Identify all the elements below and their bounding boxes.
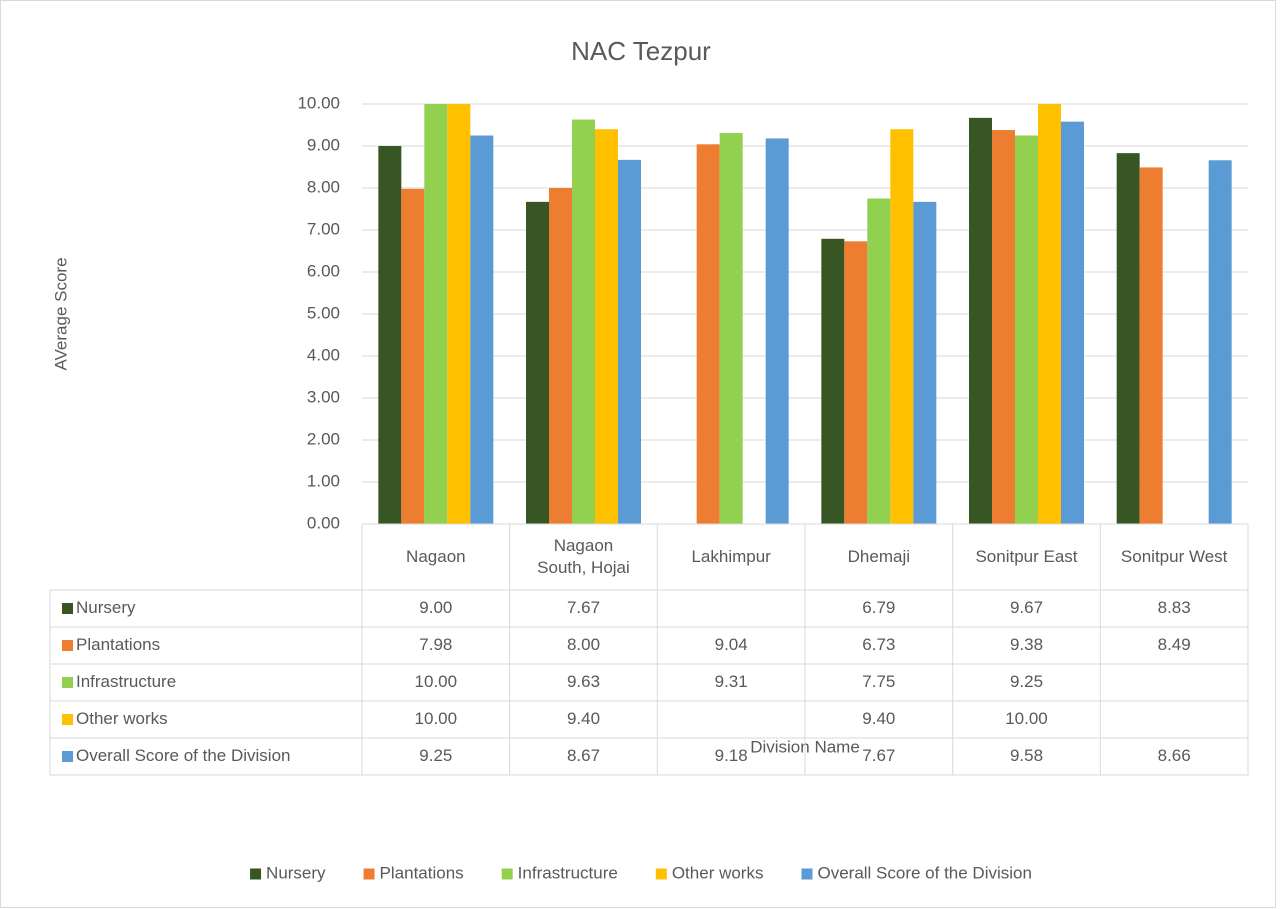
y-tick-label: 2.00: [307, 429, 340, 448]
data-label: 8.67: [567, 746, 600, 765]
x-tick-label: Lakhimpur: [691, 547, 771, 566]
data-label: 9.67: [1010, 598, 1043, 617]
legend-key: [62, 640, 73, 651]
y-tick-label: 5.00: [307, 303, 340, 322]
bar: [1139, 167, 1163, 525]
table-row-label: Plantations: [76, 635, 160, 654]
y-tick-label: 4.00: [307, 345, 340, 364]
data-label: 9.38: [1010, 635, 1043, 654]
data-label: 10.00: [1005, 709, 1048, 728]
bar: [595, 129, 618, 524]
legend-label: Nursery: [266, 863, 326, 882]
category-cell: Lakhimpur: [691, 547, 771, 566]
table-row-label: Infrastructure: [76, 672, 176, 691]
legend-key: [501, 868, 513, 880]
bar: [821, 238, 845, 524]
data-label: 6.79: [862, 598, 895, 617]
table-row-label: Nursery: [76, 598, 136, 617]
data-label: 8.49: [1158, 635, 1191, 654]
data-label: 9.18: [715, 746, 748, 765]
category-cell: Sonitpur East: [975, 547, 1078, 566]
y-tick-label: 9.00: [307, 135, 340, 154]
data-label: 7.67: [567, 598, 600, 617]
bar: [719, 132, 743, 525]
data-label: 9.40: [862, 709, 895, 728]
x-tick-label: Dhemaji: [847, 547, 910, 566]
data-label: 10.00: [415, 709, 458, 728]
data-label: 10.00: [415, 672, 458, 691]
legend-label: Other works: [672, 863, 764, 882]
legend-key: [801, 868, 813, 880]
legend-label: Overall Score of the Division: [817, 863, 1031, 882]
y-tick-label: 10.00: [297, 93, 340, 112]
legend-key: [363, 868, 375, 880]
legend-label: Infrastructure: [518, 863, 618, 882]
bar: [378, 146, 402, 524]
data-label: 9.63: [567, 672, 600, 691]
x-tick-label: Nagaon: [406, 547, 466, 566]
bar: [969, 117, 992, 525]
legend-key: [62, 714, 73, 725]
data-label: 8.00: [567, 635, 600, 654]
legend-key: [655, 868, 667, 880]
legend-key: [250, 868, 262, 880]
data-label: 9.58: [1010, 746, 1043, 765]
category-cell: Sonitpur West: [1120, 547, 1228, 566]
bar: [1061, 121, 1084, 524]
bar: [913, 201, 937, 525]
data-label: 9.00: [419, 598, 452, 617]
bar: [618, 159, 641, 525]
bar: [844, 241, 868, 524]
y-tick-label: 1.00: [307, 471, 340, 490]
bar: [1038, 104, 1061, 524]
table-row-label: Other works: [76, 709, 168, 728]
y-tick-label: 0.00: [307, 513, 340, 532]
y-tick-label: 3.00: [307, 387, 340, 406]
bar: [549, 188, 572, 524]
bar: [424, 104, 448, 524]
bar: [867, 198, 891, 524]
bar: [890, 129, 914, 524]
legend-key: [62, 677, 73, 688]
y-axis-title: AVerage Score: [51, 257, 70, 370]
table-row-label: Overall Score of the Division: [76, 746, 290, 765]
x-tick-label: Sonitpur West: [1120, 547, 1228, 566]
data-label: 8.83: [1158, 598, 1191, 617]
bar: [447, 104, 471, 524]
bar: [992, 130, 1015, 525]
bar: [1015, 135, 1038, 524]
chart-title: NAC Tezpur: [571, 36, 711, 66]
data-label: 9.25: [1010, 672, 1043, 691]
legend-label: Plantations: [380, 863, 464, 882]
category-cell: Nagaon: [406, 547, 466, 566]
bar: [1208, 160, 1232, 524]
data-label: 8.66: [1158, 746, 1191, 765]
bar: [765, 138, 789, 524]
x-tick-label: Sonitpur East: [975, 547, 1078, 566]
data-label: 9.40: [567, 709, 600, 728]
category-cell: Nagaon South, Hojai: [537, 536, 630, 577]
data-label: 7.67: [862, 746, 895, 765]
bar: [526, 201, 549, 525]
data-label: 9.31: [715, 672, 748, 691]
legend-key: [62, 603, 73, 614]
y-tick-label: 7.00: [307, 219, 340, 238]
data-label: 7.75: [862, 672, 895, 691]
category-cell: Dhemaji: [847, 547, 910, 566]
bar: [470, 135, 494, 524]
bar: [572, 119, 595, 524]
data-label: 9.25: [419, 746, 452, 765]
legend-key: [62, 751, 73, 762]
legend: Nursery Plantations Infrastructure Other wo…: [250, 863, 1032, 882]
data-label: 6.73: [862, 635, 895, 654]
data-label: 9.04: [715, 635, 748, 654]
bar: [401, 188, 425, 524]
bar: [696, 144, 720, 524]
y-tick-label: 6.00: [307, 261, 340, 280]
bar: [1116, 153, 1140, 524]
x-tick-label: Nagaon South, Hojai: [537, 536, 630, 577]
y-tick-label: 8.00: [307, 177, 340, 196]
data-label: 7.98: [419, 635, 452, 654]
